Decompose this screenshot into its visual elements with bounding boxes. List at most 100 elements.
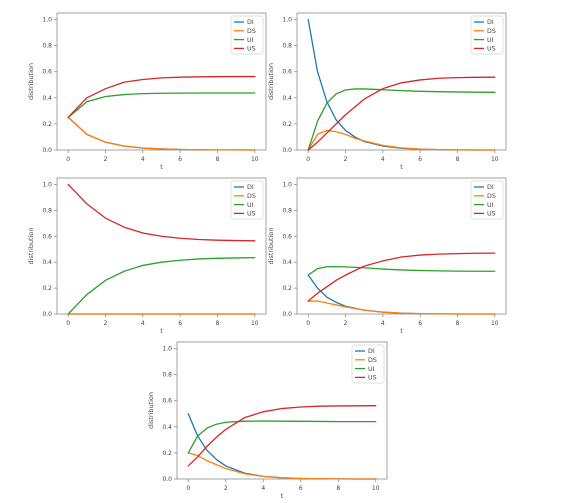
y-axis-label: distribution (267, 227, 275, 264)
x-tick-label: 10 (251, 156, 259, 163)
y-axis-label: distribution (267, 63, 275, 100)
y-tick-label: 0.4 (282, 259, 292, 266)
x-tick-label: 0 (306, 320, 310, 327)
y-tick-label: 1.0 (42, 17, 52, 24)
legend: DI DS UI US (230, 180, 264, 220)
axes-frame (296, 177, 507, 315)
legend: DI DS UI US (230, 15, 264, 55)
x-tick-label: 8 (336, 485, 340, 492)
y-tick-label: 0.2 (282, 285, 292, 292)
series-line-us (307, 76, 496, 151)
series-line-di (67, 116, 256, 151)
y-tick-label: 0.8 (282, 207, 292, 214)
y-tick-label: 0.8 (42, 207, 52, 214)
legend-label-ds: DS (487, 193, 496, 200)
subplot-1: 0 2 4 6 8 10 0.0 0.2 0.4 0.6 0.8 1.0 t distribution DI… (27, 12, 267, 171)
x-tick-label: 4 (261, 485, 265, 492)
series-line-us (67, 75, 256, 119)
x-tick-label: 6 (299, 485, 303, 492)
y-tick-label: 0.6 (42, 233, 52, 240)
axes-frame (176, 341, 388, 480)
y-tick-label: 0.0 (162, 476, 172, 483)
series-line-us (67, 183, 256, 242)
legend-label-di: DI (368, 348, 375, 355)
x-tick-label: 8 (216, 320, 220, 327)
legend-box (470, 15, 504, 55)
series-line-ds (307, 129, 496, 151)
axes-frame (56, 12, 267, 151)
legend-box (470, 180, 504, 220)
subplot-2: 0 2 4 6 8 10 0.0 0.2 0.4 0.6 0.8 1.0 t distribution DI… (267, 12, 507, 171)
y-tick-label: 0.6 (42, 69, 52, 76)
x-tick-label: 6 (178, 156, 182, 163)
series-line-ui (67, 92, 256, 119)
x-tick-label: 10 (491, 156, 499, 163)
x-tick-label: 0 (66, 156, 70, 163)
series-line-ui (67, 257, 256, 315)
legend-label-us: US (247, 46, 256, 53)
x-tick-label: 2 (104, 320, 108, 327)
series-line-ds (67, 116, 256, 151)
legend-label-ui: UI (487, 202, 494, 209)
legend: DI DS UI US (351, 344, 385, 384)
x-tick-label: 6 (418, 320, 422, 327)
series-line-us (187, 405, 377, 467)
legend-label-ui: UI (247, 202, 254, 209)
legend-label-ui: UI (368, 366, 375, 373)
legend-label-di: DI (247, 19, 254, 26)
legend-label-us: US (368, 375, 377, 382)
y-tick-label: 0.0 (282, 311, 292, 318)
y-axis-label: distribution (27, 227, 35, 264)
y-tick-label: 1.0 (42, 181, 52, 188)
legend-box (351, 344, 385, 384)
legend-label-ds: DS (247, 28, 256, 35)
legend-label-di: DI (247, 184, 254, 191)
x-tick-label: 8 (456, 320, 460, 327)
x-tick-label: 6 (418, 156, 422, 163)
series-line-ds (187, 452, 377, 480)
x-tick-label: 4 (141, 156, 145, 163)
x-tick-label: 8 (456, 156, 460, 163)
y-tick-label: 0.2 (282, 121, 292, 128)
x-tick-label: 10 (251, 320, 259, 327)
x-tick-label: 2 (104, 156, 108, 163)
subplot-5: 0 2 4 6 8 10 0.0 0.2 0.4 0.6 0.8 1.0 t distribution DI… (147, 341, 388, 500)
y-axis-label: distribution (27, 63, 35, 100)
x-tick-label: 4 (381, 320, 385, 327)
x-axis-label: t (160, 327, 163, 335)
legend-label-us: US (487, 211, 496, 218)
x-tick-label: 8 (216, 156, 220, 163)
y-tick-label: 0.4 (42, 259, 52, 266)
legend-label-di: DI (487, 19, 494, 26)
legend-label-ds: DS (247, 193, 256, 200)
x-tick-label: 4 (141, 320, 145, 327)
x-tick-label: 6 (178, 320, 182, 327)
y-tick-label: 0.0 (42, 311, 52, 318)
legend-label-di: DI (487, 184, 494, 191)
legend-label-ds: DS (368, 357, 377, 364)
x-tick-label: 10 (491, 320, 499, 327)
series-line-ui (307, 88, 496, 151)
series-line-di (307, 18, 496, 151)
x-axis-label: t (400, 327, 403, 335)
x-tick-label: 4 (381, 156, 385, 163)
y-tick-label: 0.4 (282, 95, 292, 102)
y-tick-label: 0.6 (282, 69, 292, 76)
series-line-ui (187, 420, 377, 454)
subplot-3: 0 2 4 6 8 10 0.0 0.2 0.4 0.6 0.8 1.0 t distribution DI… (27, 177, 267, 335)
legend: DI DS UI US (470, 180, 504, 220)
x-tick-label: 2 (344, 156, 348, 163)
y-tick-label: 0.2 (42, 121, 52, 128)
axes-frame (296, 12, 507, 151)
y-tick-label: 0.4 (42, 95, 52, 102)
x-tick-label: 0 (186, 485, 190, 492)
x-axis-label: t (281, 492, 284, 500)
y-tick-label: 0.8 (282, 43, 292, 50)
legend-label-ui: UI (487, 37, 494, 44)
y-tick-label: 0.8 (162, 372, 172, 379)
x-tick-label: 2 (224, 485, 228, 492)
y-tick-label: 0.8 (42, 43, 52, 50)
y-tick-label: 0.6 (282, 233, 292, 240)
y-tick-label: 0.2 (162, 450, 172, 457)
